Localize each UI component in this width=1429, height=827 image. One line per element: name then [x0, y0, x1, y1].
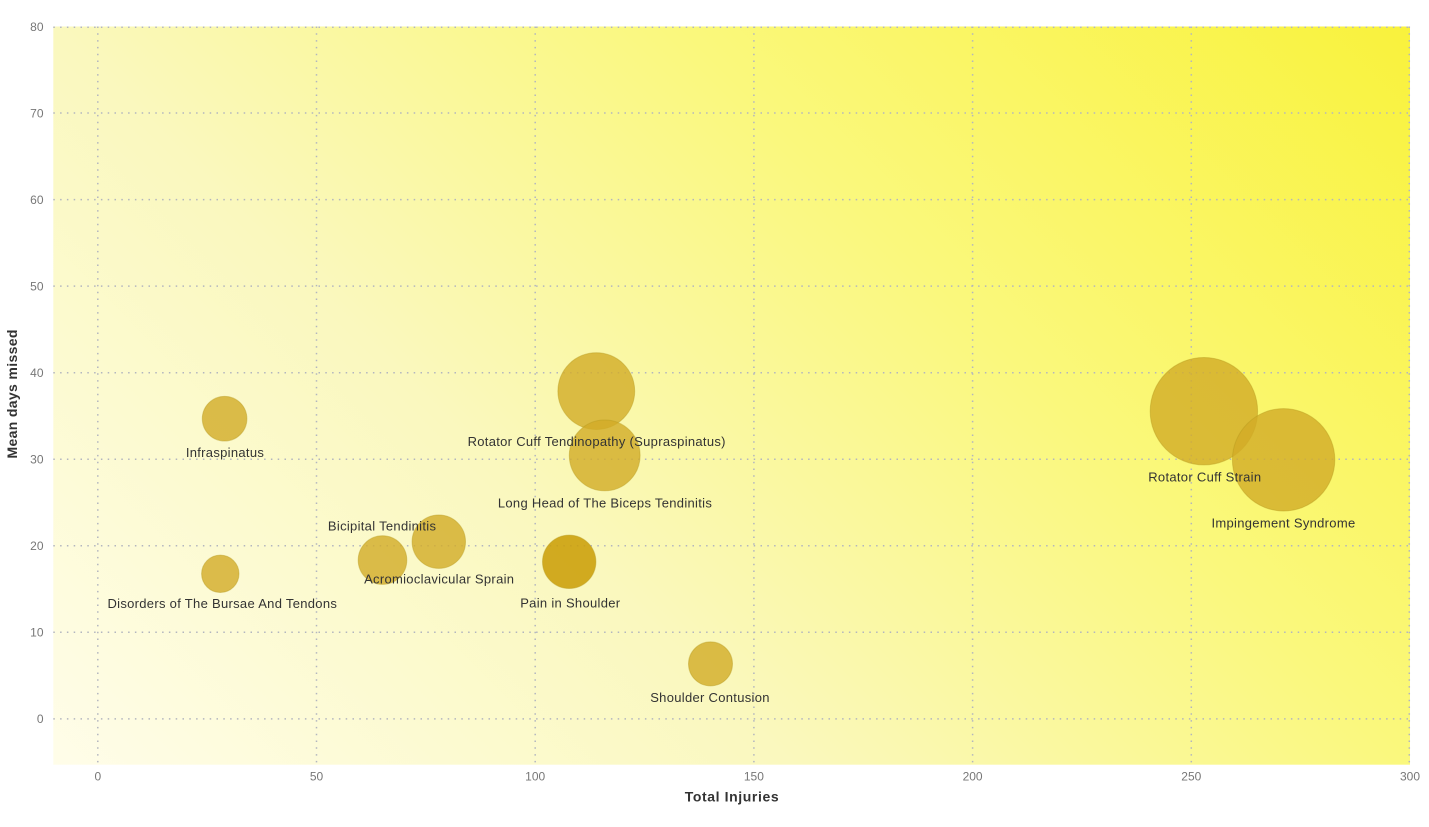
- svg-text:20: 20: [30, 539, 44, 553]
- svg-text:150: 150: [744, 770, 764, 784]
- svg-text:Rotator Cuff Strain: Rotator Cuff Strain: [1148, 470, 1261, 485]
- svg-text:300: 300: [1400, 770, 1420, 784]
- svg-text:200: 200: [963, 770, 983, 784]
- svg-text:Impingement Syndrome: Impingement Syndrome: [1211, 516, 1355, 531]
- svg-text:Acromioclavicular Sprain: Acromioclavicular Sprain: [364, 572, 514, 587]
- svg-text:Pain in Shoulder: Pain in Shoulder: [520, 596, 621, 611]
- svg-text:50: 50: [310, 770, 324, 784]
- svg-text:50: 50: [30, 279, 44, 293]
- svg-text:0: 0: [37, 712, 44, 726]
- svg-text:60: 60: [30, 193, 44, 207]
- svg-text:30: 30: [30, 453, 44, 467]
- svg-text:40: 40: [30, 366, 44, 380]
- svg-text:Infraspinatus: Infraspinatus: [186, 445, 265, 460]
- svg-text:Disorders of The Bursae And Te: Disorders of The Bursae And Tendons: [107, 596, 337, 611]
- svg-text:70: 70: [30, 106, 44, 120]
- svg-text:250: 250: [1181, 770, 1201, 784]
- svg-text:Rotator Cuff Tendinopathy (Sup: Rotator Cuff Tendinopathy (Supraspinatus…: [468, 434, 726, 449]
- svg-text:100: 100: [525, 770, 545, 784]
- svg-text:0: 0: [94, 770, 101, 784]
- svg-text:Shoulder Contusion: Shoulder Contusion: [650, 690, 770, 705]
- svg-text:10: 10: [30, 626, 44, 640]
- svg-text:Total Injuries: Total Injuries: [685, 789, 780, 805]
- svg-text:Mean days missed: Mean days missed: [4, 329, 20, 458]
- svg-text:80: 80: [30, 20, 44, 34]
- svg-text:Long Head of The Biceps Tendin: Long Head of The Biceps Tendinitis: [498, 495, 712, 510]
- svg-text:Bicipital Tendinitis: Bicipital Tendinitis: [328, 519, 437, 534]
